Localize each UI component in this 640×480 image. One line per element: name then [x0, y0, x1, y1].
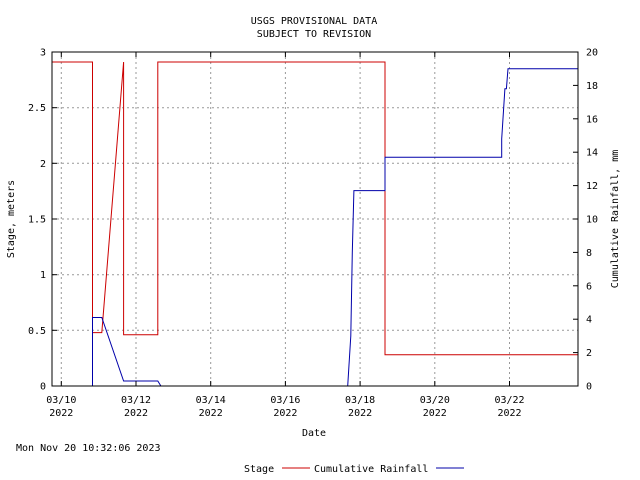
y-right-tick-label: 2 [586, 348, 592, 359]
y-right-tick-label: 6 [586, 281, 592, 292]
x-tick-label-date: 03/12 [121, 395, 151, 406]
y-left-tick-label: 1 [40, 270, 46, 281]
data-series [52, 61, 578, 387]
x-tick-label-year: 2022 [423, 408, 447, 419]
y-left-tick-label: 0.5 [28, 326, 46, 337]
timestamp: Mon Nov 20 10:32:06 2023 [16, 443, 161, 454]
chart-title-line-1: USGS PROVISIONAL DATA [251, 16, 377, 27]
x-tick-label-date: 03/10 [46, 395, 76, 406]
y-right-tick-label: 14 [586, 148, 598, 159]
y-right-tick-label: 16 [586, 114, 598, 125]
y-right-tick-label: 12 [586, 181, 598, 192]
series-line-cumulative-rainfall [92, 68, 578, 387]
x-tick-label-date: 03/14 [196, 395, 226, 406]
x-tick-label-date: 03/22 [494, 395, 524, 406]
chart-title-line-2: SUBJECT TO REVISION [257, 29, 371, 40]
y-right-tick-label: 18 [586, 81, 598, 92]
x-axis-label: Date [302, 428, 326, 439]
y-axis-right-label: Cumulative Rainfall, mm [610, 150, 621, 288]
x-tick-label-year: 2022 [199, 408, 223, 419]
x-tick-label-year: 2022 [124, 408, 148, 419]
y-right-tick-label: 8 [586, 248, 592, 259]
x-tick-label-date: 03/18 [345, 395, 375, 406]
legend-label-stage: Stage [244, 464, 274, 475]
y-right-tick-label: 0 [586, 382, 592, 393]
legend: Stage Cumulative Rainfall [244, 464, 464, 475]
x-tick-label-year: 2022 [49, 408, 73, 419]
y-left-tick-label: 0 [40, 382, 46, 393]
y-right-tick-label: 4 [586, 315, 592, 326]
y-right-tick-label: 10 [586, 215, 598, 226]
x-tick-label-date: 03/20 [420, 395, 450, 406]
y-left-tick-label: 1.5 [28, 215, 46, 226]
grid-lines [52, 52, 578, 386]
x-tick-label-year: 2022 [273, 408, 297, 419]
x-tick-label-date: 03/16 [270, 395, 300, 406]
y-right-tick-label: 20 [586, 48, 598, 59]
x-tick-label-year: 2022 [348, 408, 372, 419]
x-tick-label-year: 2022 [497, 408, 521, 419]
y-axis-left-label: Stage, meters [6, 180, 17, 258]
legend-label-rainfall: Cumulative Rainfall [314, 464, 428, 475]
y-left-tick-label: 2.5 [28, 103, 46, 114]
series-line-stage [52, 61, 578, 356]
y-left-tick-label: 3 [40, 48, 46, 59]
y-left-tick-label: 2 [40, 159, 46, 170]
axis-ticks: 03/10202203/12202203/14202203/16202203/1… [28, 48, 598, 420]
plot-frame [51, 51, 579, 387]
